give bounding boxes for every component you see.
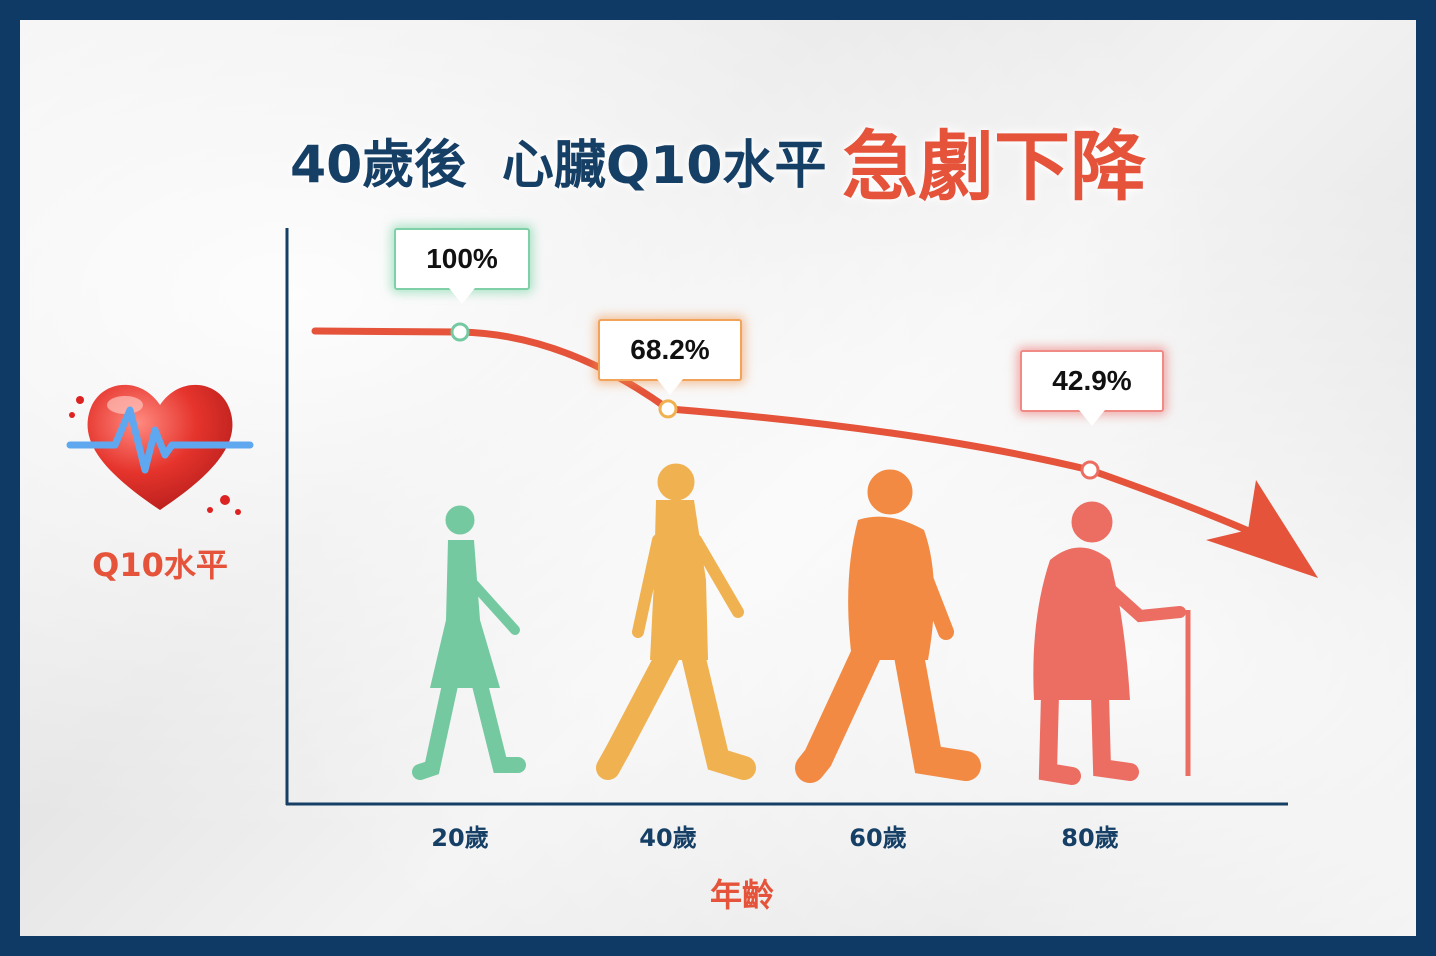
x-tick-label: 80歲: [1061, 824, 1119, 852]
data-point: [1080, 460, 1100, 480]
decline-curve: [311, 327, 1282, 548]
x-axis-label: 年齡: [709, 876, 774, 914]
page-title: 40歲後 心臟Q10水平 急劇下降: [20, 105, 1416, 215]
title-emphasis: 急劇下降: [842, 122, 1147, 211]
person-silhouette-1: [412, 505, 526, 780]
data-label: 42.9%: [1020, 350, 1164, 426]
data-point: [450, 322, 470, 342]
data-point: [658, 399, 678, 419]
person-silhouette-2: [596, 463, 756, 780]
person-silhouette-4: [1033, 501, 1191, 785]
arrow-head: [1206, 480, 1318, 578]
y-axis-label: Q10水平: [92, 546, 228, 584]
x-tick-label: 20歲: [431, 824, 489, 852]
line-chart: [285, 228, 1318, 806]
heart-icon: [66, 384, 254, 515]
data-label: 100%: [394, 228, 530, 304]
person-silhouette-3: [795, 469, 981, 783]
x-tick-label: 40歲: [639, 824, 697, 852]
title-part-2: 心臟Q10水平: [501, 135, 827, 196]
infographic-frame: 40歲後 心臟Q10水平 急劇下降 Q10水平 100% 68.2% 42.9% 2…: [20, 20, 1416, 936]
data-label: 68.2%: [598, 318, 742, 395]
title-part-1: 40歲後: [289, 135, 467, 196]
x-tick-label: 60歲: [849, 824, 907, 852]
